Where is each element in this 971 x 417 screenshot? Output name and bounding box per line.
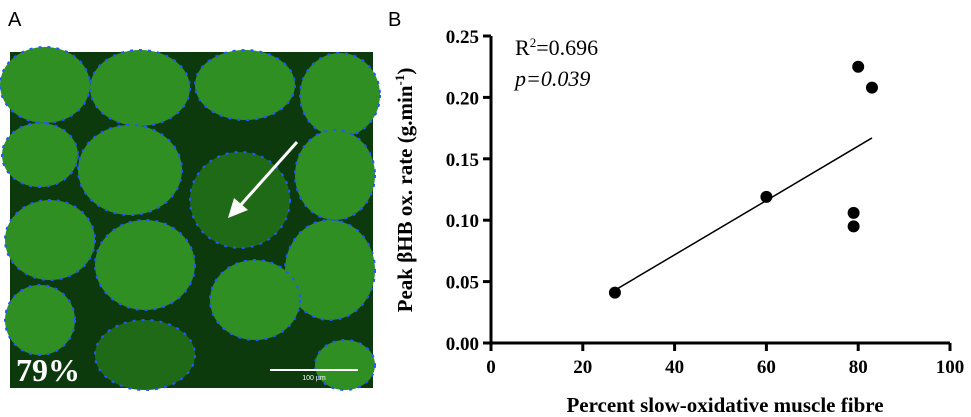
y-tick-label: 0.15 <box>446 150 479 171</box>
data-point <box>865 81 878 94</box>
y-tick-label: 0.25 <box>446 27 479 48</box>
y-tick-label: 0.10 <box>446 211 479 232</box>
y-axis-label: Peak βHB ox. rate (g.min-1) <box>392 68 417 313</box>
x-tick-label: 0 <box>486 357 496 378</box>
x-tick-label: 80 <box>849 357 868 378</box>
y-tick-label: 0.20 <box>446 88 479 109</box>
x-tick-label: 60 <box>757 357 776 378</box>
r-squared: R2=0.696 <box>515 35 598 60</box>
data-point <box>847 220 860 233</box>
p-value: p=0.039 <box>513 66 590 91</box>
x-tick-label: 40 <box>665 357 684 378</box>
x-axis-label: Percent slow-oxidative muscle fibre <box>566 393 883 417</box>
data-point <box>760 190 773 203</box>
trendline <box>614 137 873 291</box>
overlay-label: 79% <box>16 352 80 388</box>
y-tick-label: 0.05 <box>446 273 479 294</box>
micrograph: 100 µm 79% <box>0 46 381 391</box>
panel-label: A <box>8 9 22 31</box>
data-point <box>847 206 860 219</box>
panel-label: B <box>388 9 401 31</box>
x-tick-label: 20 <box>573 357 592 378</box>
y-tick-label: 0.00 <box>446 334 479 355</box>
x-tick-label: 100 <box>936 357 965 378</box>
data-point <box>852 60 865 73</box>
scale-bar-label: 100 µm <box>302 375 326 382</box>
data-point <box>608 286 621 299</box>
